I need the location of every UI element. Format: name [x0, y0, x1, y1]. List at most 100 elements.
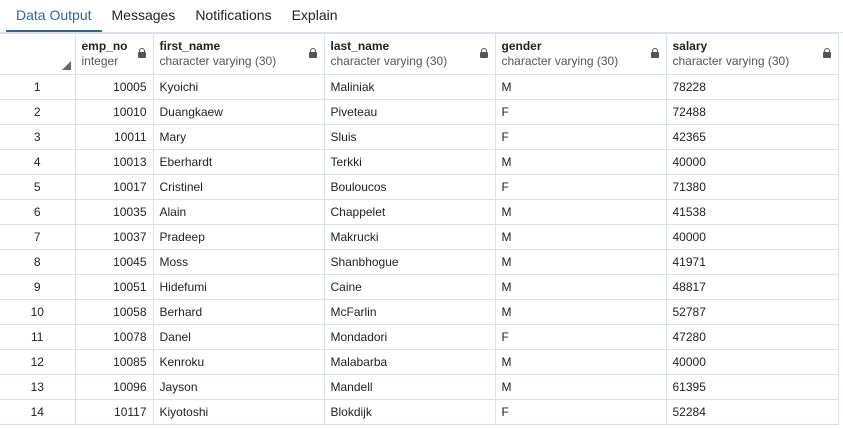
- cell-salary[interactable]: 78228: [665, 74, 839, 100]
- row-number[interactable]: 7: [0, 224, 76, 250]
- cell-emp-no[interactable]: 10085: [74, 349, 154, 375]
- column-header-gender[interactable]: gender character varying (30): [494, 33, 667, 75]
- column-header-salary[interactable]: salary character varying (30): [665, 33, 839, 75]
- cell-last-name[interactable]: Sluis: [323, 124, 496, 150]
- cell-last-name[interactable]: Caine: [323, 274, 496, 300]
- row-number[interactable]: 11: [0, 324, 76, 350]
- table-row[interactable]: 6 10035 Alain Chappelet M 41538: [0, 199, 839, 225]
- cell-first-name[interactable]: Hidefumi: [152, 274, 325, 300]
- tab-notifications[interactable]: Notifications: [195, 7, 272, 23]
- cell-last-name[interactable]: Piveteau: [323, 99, 496, 125]
- column-header-last-name[interactable]: last_name character varying (30): [323, 33, 496, 75]
- cell-last-name[interactable]: Terkki: [323, 149, 496, 175]
- cell-first-name[interactable]: Eberhardt: [152, 149, 325, 175]
- cell-emp-no[interactable]: 10058: [74, 299, 154, 325]
- row-number[interactable]: 2: [0, 99, 76, 125]
- cell-gender[interactable]: M: [494, 149, 667, 175]
- cell-first-name[interactable]: Cristinel: [152, 174, 325, 200]
- cell-gender[interactable]: M: [494, 349, 667, 375]
- row-number[interactable]: 12: [0, 349, 76, 375]
- cell-emp-no[interactable]: 10005: [74, 74, 154, 100]
- cell-salary[interactable]: 40000: [665, 349, 839, 375]
- cell-first-name[interactable]: Danel: [152, 324, 325, 350]
- table-row[interactable]: 11 10078 Danel Mondadori F 47280: [0, 324, 839, 350]
- row-number[interactable]: 1: [0, 74, 76, 100]
- cell-salary[interactable]: 61395: [665, 374, 839, 400]
- cell-gender[interactable]: M: [494, 299, 667, 325]
- row-number[interactable]: 5: [0, 174, 76, 200]
- cell-gender[interactable]: M: [494, 374, 667, 400]
- cell-gender[interactable]: F: [494, 174, 667, 200]
- cell-gender[interactable]: M: [494, 199, 667, 225]
- cell-salary[interactable]: 40000: [665, 149, 839, 175]
- cell-last-name[interactable]: Makrucki: [323, 224, 496, 250]
- table-row[interactable]: 8 10045 Moss Shanbhogue M 41971: [0, 249, 839, 275]
- cell-salary[interactable]: 41538: [665, 199, 839, 225]
- cell-emp-no[interactable]: 10010: [74, 99, 154, 125]
- cell-gender[interactable]: M: [494, 74, 667, 100]
- table-row[interactable]: 1 10005 Kyoichi Maliniak M 78228: [0, 74, 839, 100]
- cell-salary[interactable]: 41971: [665, 249, 839, 275]
- table-row[interactable]: 7 10037 Pradeep Makrucki M 40000: [0, 224, 839, 250]
- table-row[interactable]: 2 10010 Duangkaew Piveteau F 72488: [0, 99, 839, 125]
- cell-salary[interactable]: 40000: [665, 224, 839, 250]
- cell-last-name[interactable]: Mondadori: [323, 324, 496, 350]
- cell-first-name[interactable]: Duangkaew: [152, 99, 325, 125]
- cell-emp-no[interactable]: 10078: [74, 324, 154, 350]
- row-number[interactable]: 6: [0, 199, 76, 225]
- cell-last-name[interactable]: Mandell: [323, 374, 496, 400]
- row-number[interactable]: 10: [0, 299, 76, 325]
- cell-salary[interactable]: 52284: [665, 399, 839, 425]
- cell-emp-no[interactable]: 10013: [74, 149, 154, 175]
- cell-gender[interactable]: F: [494, 399, 667, 425]
- cell-emp-no[interactable]: 10011: [74, 124, 154, 150]
- cell-emp-no[interactable]: 10096: [74, 374, 154, 400]
- table-row[interactable]: 5 10017 Cristinel Bouloucos F 71380: [0, 174, 839, 200]
- cell-gender[interactable]: F: [494, 324, 667, 350]
- cell-last-name[interactable]: Blokdijk: [323, 399, 496, 425]
- cell-last-name[interactable]: Bouloucos: [323, 174, 496, 200]
- cell-emp-no[interactable]: 10045: [74, 249, 154, 275]
- cell-first-name[interactable]: Moss: [152, 249, 325, 275]
- cell-emp-no[interactable]: 10051: [74, 274, 154, 300]
- cell-first-name[interactable]: Kenroku: [152, 349, 325, 375]
- cell-first-name[interactable]: Alain: [152, 199, 325, 225]
- cell-last-name[interactable]: Chappelet: [323, 199, 496, 225]
- tab-explain[interactable]: Explain: [291, 7, 338, 23]
- cell-salary[interactable]: 72488: [665, 99, 839, 125]
- select-all-corner[interactable]: [0, 33, 76, 75]
- row-number[interactable]: 3: [0, 124, 76, 150]
- cell-first-name[interactable]: Mary: [152, 124, 325, 150]
- table-row[interactable]: 3 10011 Mary Sluis F 42365: [0, 124, 839, 150]
- cell-last-name[interactable]: Shanbhogue: [323, 249, 496, 275]
- cell-emp-no[interactable]: 10117: [74, 399, 154, 425]
- table-row[interactable]: 4 10013 Eberhardt Terkki M 40000: [0, 149, 839, 175]
- cell-salary[interactable]: 47280: [665, 324, 839, 350]
- row-number[interactable]: 14: [0, 399, 76, 425]
- cell-first-name[interactable]: Jayson: [152, 374, 325, 400]
- cell-last-name[interactable]: McFarlin: [323, 299, 496, 325]
- row-number[interactable]: 4: [0, 149, 76, 175]
- table-row[interactable]: 10 10058 Berhard McFarlin M 52787: [0, 299, 839, 325]
- cell-first-name[interactable]: Kiyotoshi: [152, 399, 325, 425]
- cell-salary[interactable]: 48817: [665, 274, 839, 300]
- table-row[interactable]: 12 10085 Kenroku Malabarba M 40000: [0, 349, 839, 375]
- cell-gender[interactable]: M: [494, 249, 667, 275]
- cell-salary[interactable]: 52787: [665, 299, 839, 325]
- cell-last-name[interactable]: Maliniak: [323, 74, 496, 100]
- cell-gender[interactable]: F: [494, 99, 667, 125]
- cell-gender[interactable]: M: [494, 274, 667, 300]
- cell-emp-no[interactable]: 10037: [74, 224, 154, 250]
- column-header-emp-no[interactable]: emp_no integer: [74, 33, 154, 75]
- cell-salary[interactable]: 42365: [665, 124, 839, 150]
- cell-salary[interactable]: 71380: [665, 174, 839, 200]
- cell-first-name[interactable]: Pradeep: [152, 224, 325, 250]
- cell-gender[interactable]: M: [494, 224, 667, 250]
- cell-gender[interactable]: F: [494, 124, 667, 150]
- row-number[interactable]: 13: [0, 374, 76, 400]
- table-row[interactable]: 13 10096 Jayson Mandell M 61395: [0, 374, 839, 400]
- table-row[interactable]: 9 10051 Hidefumi Caine M 48817: [0, 274, 839, 300]
- cell-first-name[interactable]: Berhard: [152, 299, 325, 325]
- column-header-first-name[interactable]: first_name character varying (30): [152, 33, 325, 75]
- cell-first-name[interactable]: Kyoichi: [152, 74, 325, 100]
